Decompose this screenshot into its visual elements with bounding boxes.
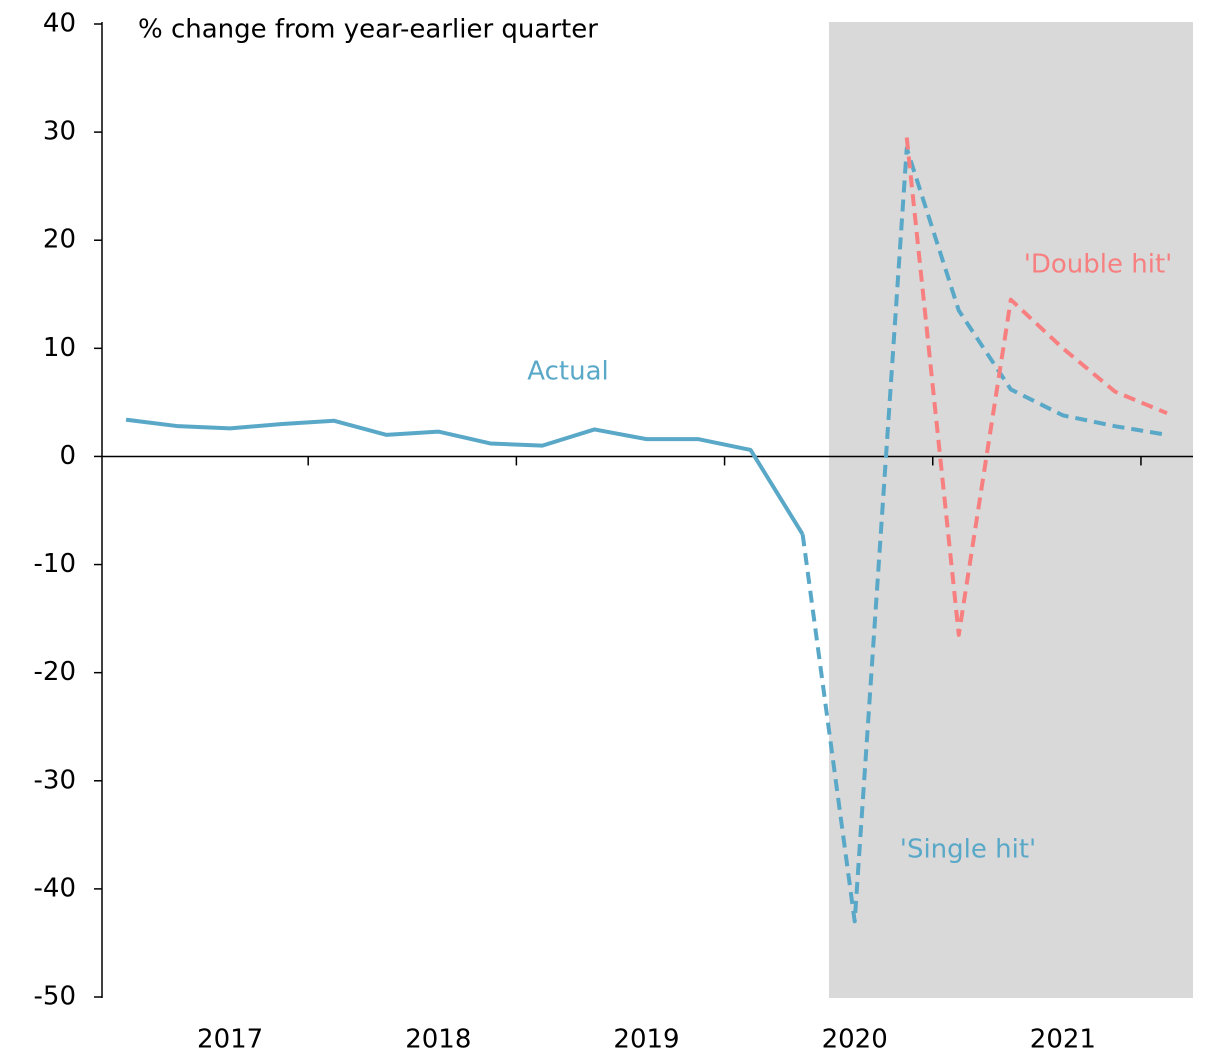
y-tick-label: -20 (34, 657, 76, 687)
y-tick-label: 10 (43, 333, 76, 363)
x-tick-label: 2017 (197, 1025, 263, 1055)
y-tick-label: -30 (34, 765, 76, 795)
series-label: 'Double hit' (1024, 250, 1173, 280)
y-tick-label: 20 (43, 225, 76, 255)
x-tick-label: 2019 (613, 1025, 679, 1055)
x-tick-label: 2021 (1030, 1025, 1096, 1055)
series-line (125, 417, 805, 536)
forecast-shade (829, 22, 1193, 998)
y-tick-label: 30 (43, 117, 76, 147)
series-label: 'Single hit' (900, 835, 1036, 865)
x-tick-label: 2018 (405, 1025, 471, 1055)
y-tick-label: -10 (34, 549, 76, 579)
series-label: Actual (527, 357, 608, 387)
x-tick-label: 2020 (822, 1025, 888, 1055)
y-tick-label: 40 (43, 9, 76, 39)
y-tick-label: -40 (34, 873, 76, 903)
y-tick-label: -50 (34, 982, 76, 1012)
y-tick-label: 0 (59, 441, 76, 471)
series-line (800, 146, 1168, 924)
y-axis-label: % change from year-earlier quarter (138, 15, 598, 45)
series-line (904, 137, 1168, 637)
